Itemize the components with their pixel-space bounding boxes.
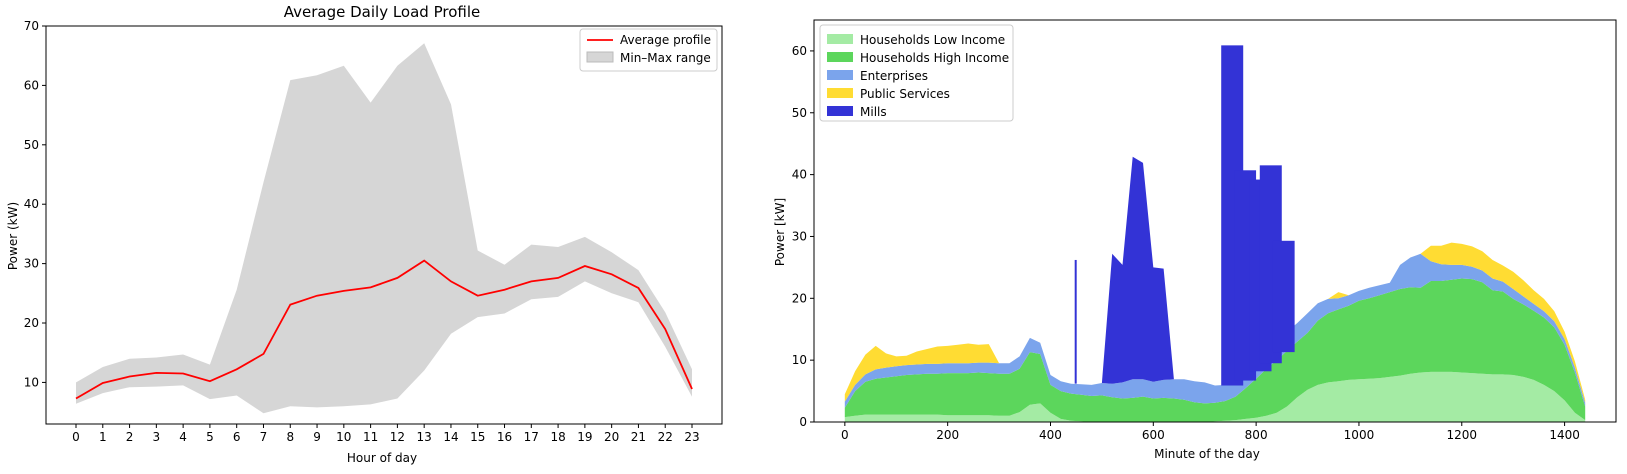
legend-swatch-households-low-income	[827, 34, 853, 44]
area-households-high-income	[844, 278, 1586, 422]
y-tick-label: 60	[792, 44, 807, 58]
mills-spike	[1074, 259, 1077, 384]
x-tick-label: 1000	[1344, 428, 1375, 442]
average-profile-line	[75, 259, 693, 400]
x-tick-label: 200	[936, 428, 959, 442]
legend-label-households-high-income: Households High Income	[860, 51, 1009, 65]
legend-label-average-profile: Average profile	[620, 33, 711, 47]
y-tick-label: 20	[24, 316, 39, 330]
x-tick-label: 10	[336, 430, 351, 444]
x-tick-label: 600	[1142, 428, 1165, 442]
left-chart-y-axis-label: Power (kW)	[6, 202, 20, 270]
legend-swatch-min-max-range	[586, 51, 614, 63]
left-chart: Average Daily Load Profile Hour of day P…	[6, 3, 723, 465]
y-tick-label: 50	[792, 106, 807, 120]
x-tick-label: 800	[1245, 428, 1268, 442]
x-tick-label: 19	[577, 430, 592, 444]
x-tick-label: 7	[260, 430, 268, 444]
y-tick-label: 70	[24, 19, 39, 33]
area-households-low-income	[844, 371, 1586, 422]
x-tick-label: 1	[99, 430, 107, 444]
x-tick-label: 22	[658, 430, 673, 444]
y-tick-label: 40	[24, 197, 39, 211]
right-legend-box	[819, 24, 1014, 122]
x-tick-label: 13	[417, 430, 432, 444]
right-chart-y-axis-label: Power [kW]	[773, 198, 787, 266]
x-tick-label: 18	[550, 430, 565, 444]
x-tick-label: 16	[497, 430, 512, 444]
x-tick-label: 20	[604, 430, 619, 444]
x-tick-label: 23	[684, 430, 699, 444]
y-tick-label: 10	[792, 353, 807, 367]
x-tick-label: 4	[179, 430, 187, 444]
y-tick-label: 40	[792, 168, 807, 182]
x-tick-label: 6	[233, 430, 241, 444]
left-plot-frame	[45, 25, 723, 425]
legend-swatch-public-services	[827, 88, 853, 98]
legend-swatch-households-high-income	[827, 52, 853, 62]
x-tick-label: 9	[313, 430, 321, 444]
x-tick-label: 8	[286, 430, 294, 444]
right-chart: Minute of the day Power [kW] 0 200 400 600 8…	[773, 19, 1617, 461]
x-tick-label: 17	[524, 430, 539, 444]
x-tick-label: 21	[631, 430, 646, 444]
min-max-range-area	[76, 43, 692, 414]
y-tick-label: 50	[24, 138, 39, 152]
x-tick-label: 14	[443, 430, 458, 444]
right-plot-frame	[813, 19, 1617, 423]
legend-label-households-low-income: Households Low Income	[860, 33, 1005, 47]
legend-label-enterprises: Enterprises	[860, 69, 928, 83]
y-tick-label: 30	[792, 229, 807, 243]
x-tick-label: 0	[72, 430, 80, 444]
legend-label-min-max-range: Min–Max range	[620, 51, 711, 65]
y-tick-label: 60	[24, 78, 39, 92]
mills-spike	[1272, 240, 1295, 353]
y-tick-label: 0	[799, 415, 807, 429]
x-tick-label: 12	[390, 430, 405, 444]
x-tick-label: 400	[1039, 428, 1062, 442]
x-tick-label: 1200	[1446, 428, 1477, 442]
legend-swatch-enterprises	[827, 70, 853, 80]
x-tick-label: 15	[470, 430, 485, 444]
legend-label-public-services: Public Services	[860, 87, 950, 101]
legend-swatch-mills	[827, 106, 853, 116]
y-tick-label: 20	[792, 291, 807, 305]
y-tick-label: 10	[24, 375, 39, 389]
left-chart-x-axis-label: Hour of day	[347, 451, 417, 465]
x-tick-label: 1400	[1549, 428, 1580, 442]
x-tick-label: 2	[126, 430, 134, 444]
x-tick-label: 0	[841, 428, 849, 442]
legend-label-mills: Mills	[860, 105, 887, 119]
left-chart-title: Average Daily Load Profile	[284, 3, 480, 21]
x-tick-label: 3	[153, 430, 161, 444]
left-legend-box	[579, 28, 718, 72]
right-chart-x-axis-label: Minute of the day	[1154, 447, 1260, 461]
y-tick-label: 30	[24, 257, 39, 271]
x-tick-label: 5	[206, 430, 214, 444]
x-tick-label: 11	[363, 430, 378, 444]
